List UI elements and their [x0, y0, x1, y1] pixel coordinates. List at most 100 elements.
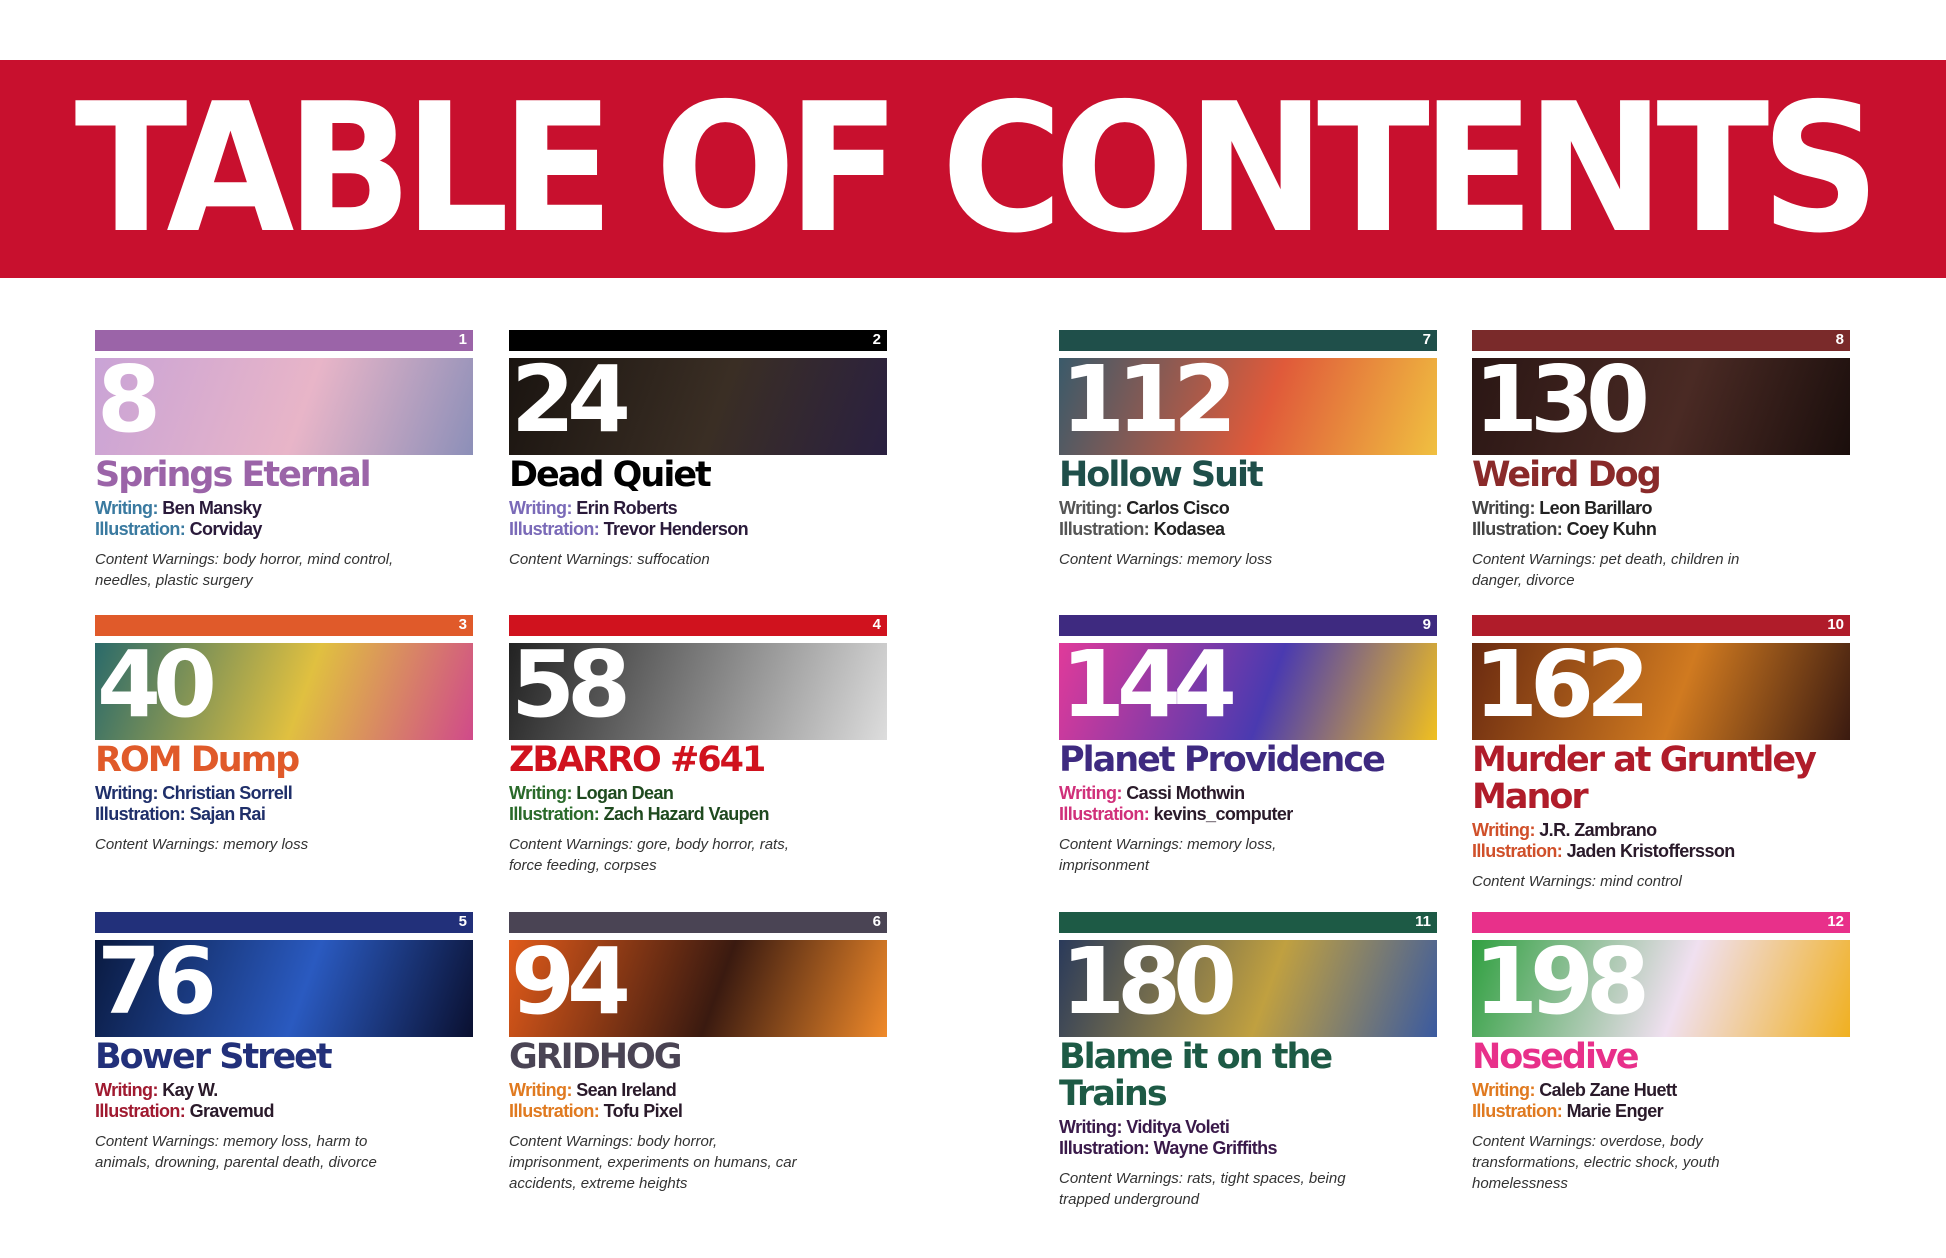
- credits: Writing: Ben Mansky Illustration: Corvida…: [95, 498, 473, 540]
- story-title[interactable]: Dead Quiet: [509, 455, 712, 495]
- story-card[interactable]: 11 180 Blame it on the Trains Writing: Vidi…: [1059, 912, 1437, 1210]
- content-warnings-label: Content Warnings:: [95, 836, 219, 853]
- writing-credit: Writing: J.R. Zambrano: [1472, 820, 1850, 841]
- story-title[interactable]: GRIDHOG: [509, 1037, 683, 1077]
- story-number-bar: 3: [95, 615, 473, 636]
- writing-name: Erin Roberts: [576, 498, 678, 518]
- story-number: 1: [458, 331, 467, 348]
- page-number: 162: [1474, 643, 1650, 738]
- story-card[interactable]: 5 76 Bower Street Writing: Kay W. Illustrati…: [95, 912, 473, 1173]
- content-warnings: Content Warnings: pet death, children in…: [1472, 549, 1772, 591]
- story-number: 6: [872, 913, 881, 930]
- story-illustration: 58: [509, 643, 887, 740]
- credits: Writing: Cassi Mothwin Illustration: kevi…: [1059, 783, 1437, 825]
- content-warnings: Content Warnings: memory loss: [1059, 549, 1359, 570]
- story-number-bar: 6: [509, 912, 887, 933]
- story-illustration: 198: [1472, 940, 1850, 1037]
- story-card[interactable]: 1 8 Springs Eternal Writing: Ben Mansky Illu…: [95, 330, 473, 591]
- illustration-name: Kodasea: [1153, 519, 1225, 539]
- illustration-credit: Illustration: Coey Kuhn: [1472, 519, 1850, 540]
- page-number: 198: [1474, 940, 1650, 1035]
- writing-name: J.R. Zambrano: [1539, 820, 1657, 840]
- content-warnings-label: Content Warnings:: [95, 1133, 219, 1150]
- credits: Writing: Logan Dean Illustration: Zach Ha…: [509, 783, 887, 825]
- story-illustration: 162: [1472, 643, 1850, 740]
- story-illustration: 40: [95, 643, 473, 740]
- writing-label: Writing:: [1059, 498, 1122, 518]
- story-title[interactable]: Blame it on the Trains: [1059, 1037, 1333, 1114]
- story-title[interactable]: ZBARRO #641: [509, 740, 766, 780]
- page-number: 112: [1061, 358, 1237, 453]
- illustration-label: Illustration:: [95, 1101, 186, 1121]
- page-number: 76: [97, 940, 217, 1035]
- writing-label: Writing:: [509, 498, 572, 518]
- story-number-bar: 7: [1059, 330, 1437, 351]
- illustration-credit: Illustration: Jaden Kristoffersson: [1472, 841, 1850, 862]
- story-card[interactable]: 4 58 ZBARRO #641 Writing: Logan Dean Illustr…: [509, 615, 887, 876]
- story-title[interactable]: Murder at Gruntley Manor: [1472, 740, 1817, 817]
- writing-credit: Writing: Cassi Mothwin: [1059, 783, 1437, 804]
- story-illustration: 112: [1059, 358, 1437, 455]
- content-warnings-label: Content Warnings:: [1472, 1133, 1596, 1150]
- writing-credit: Writing: Carlos Cisco: [1059, 498, 1437, 519]
- writing-label: Writing:: [509, 1080, 572, 1100]
- story-card[interactable]: 3 40 ROM Dump Writing: Christian Sorrell Ill…: [95, 615, 473, 855]
- content-warnings-label: Content Warnings:: [509, 836, 633, 853]
- story-card[interactable]: 2 24 Dead Quiet Writing: Erin Roberts Illust…: [509, 330, 887, 570]
- story-number: 7: [1422, 331, 1431, 348]
- story-illustration: 76: [95, 940, 473, 1037]
- story-title[interactable]: Weird Dog: [1472, 455, 1662, 495]
- content-warnings-text: mind control: [1600, 873, 1682, 890]
- writing-label: Writing:: [1472, 498, 1535, 518]
- content-warnings: Content Warnings: memory loss: [95, 834, 395, 855]
- content-warnings-label: Content Warnings:: [509, 1133, 633, 1150]
- writing-label: Writing:: [1059, 1117, 1122, 1137]
- story-number: 4: [872, 616, 881, 633]
- content-warnings-label: Content Warnings:: [1472, 551, 1596, 568]
- writing-label: Writing:: [95, 498, 158, 518]
- page-number: 94: [511, 940, 631, 1035]
- credits: Writing: Leon Barillaro Illustration: Coe…: [1472, 498, 1850, 540]
- illustration-credit: Illustration: Kodasea: [1059, 519, 1437, 540]
- story-card[interactable]: 8 130 Weird Dog Writing: Leon Barillaro Illu…: [1472, 330, 1850, 591]
- illustration-credit: Illustration: Trevor Henderson: [509, 519, 887, 540]
- illustration-credit: Illustration: Sajan Rai: [95, 804, 473, 825]
- content-warnings: Content Warnings: rats, tight spaces, be…: [1059, 1168, 1359, 1210]
- story-title[interactable]: Nosedive: [1472, 1037, 1640, 1077]
- story-illustration: 144: [1059, 643, 1437, 740]
- credits: Writing: Kay W. Illustration: Gravemud: [95, 1080, 473, 1122]
- content-warnings-text: body horror, imprisonment, experiments o…: [509, 1133, 797, 1192]
- story-title[interactable]: Springs Eternal: [95, 455, 372, 495]
- content-warnings: Content Warnings: mind control: [1472, 871, 1772, 892]
- story-title[interactable]: ROM Dump: [95, 740, 300, 780]
- story-card[interactable]: 9 144 Planet Providence Writing: Cassi Moth…: [1059, 615, 1437, 876]
- illustration-name: Trevor Henderson: [603, 519, 749, 539]
- credits: Writing: Christian Sorrell Illustration: …: [95, 783, 473, 825]
- story-card[interactable]: 10 162 Murder at Gruntley Manor Writing: J.…: [1472, 615, 1850, 892]
- illustration-label: Illustration:: [509, 519, 600, 539]
- story-card[interactable]: 6 94 GRIDHOG Writing: Sean Ireland Illustrat…: [509, 912, 887, 1194]
- content-warnings-text: body horror, mind control, needles, plas…: [95, 551, 394, 589]
- story-card[interactable]: 7 112 Hollow Suit Writing: Carlos Cisco Illu…: [1059, 330, 1437, 570]
- story-title[interactable]: Hollow Suit: [1059, 455, 1264, 495]
- story-title[interactable]: Bower Street: [95, 1037, 333, 1077]
- story-number-bar: 9: [1059, 615, 1437, 636]
- credits: Writing: Carlos Cisco Illustration: Kodas…: [1059, 498, 1437, 540]
- story-number: 9: [1422, 616, 1431, 633]
- story-number: 3: [458, 616, 467, 633]
- writing-name: Leon Barillaro: [1539, 498, 1652, 518]
- credits: Writing: Caleb Zane Huett Illustration: M…: [1472, 1080, 1850, 1122]
- story-card[interactable]: 12 198 Nosedive Writing: Caleb Zane Huett Il…: [1472, 912, 1850, 1194]
- content-warnings-text: overdose, body transformations, electric…: [1472, 1133, 1720, 1192]
- story-title[interactable]: Planet Providence: [1059, 740, 1386, 780]
- title-banner: TABLE OF CONTENTS: [0, 60, 1946, 278]
- writing-name: Christian Sorrell: [162, 783, 293, 803]
- writing-credit: Writing: Kay W.: [95, 1080, 473, 1101]
- story-illustration: 24: [509, 358, 887, 455]
- writing-label: Writing:: [95, 783, 158, 803]
- content-warnings-label: Content Warnings:: [1472, 873, 1596, 890]
- illustration-label: Illustration:: [1472, 1101, 1563, 1121]
- story-number-bar: 11: [1059, 912, 1437, 933]
- writing-label: Writing:: [1472, 820, 1535, 840]
- story-number: 10: [1827, 616, 1844, 633]
